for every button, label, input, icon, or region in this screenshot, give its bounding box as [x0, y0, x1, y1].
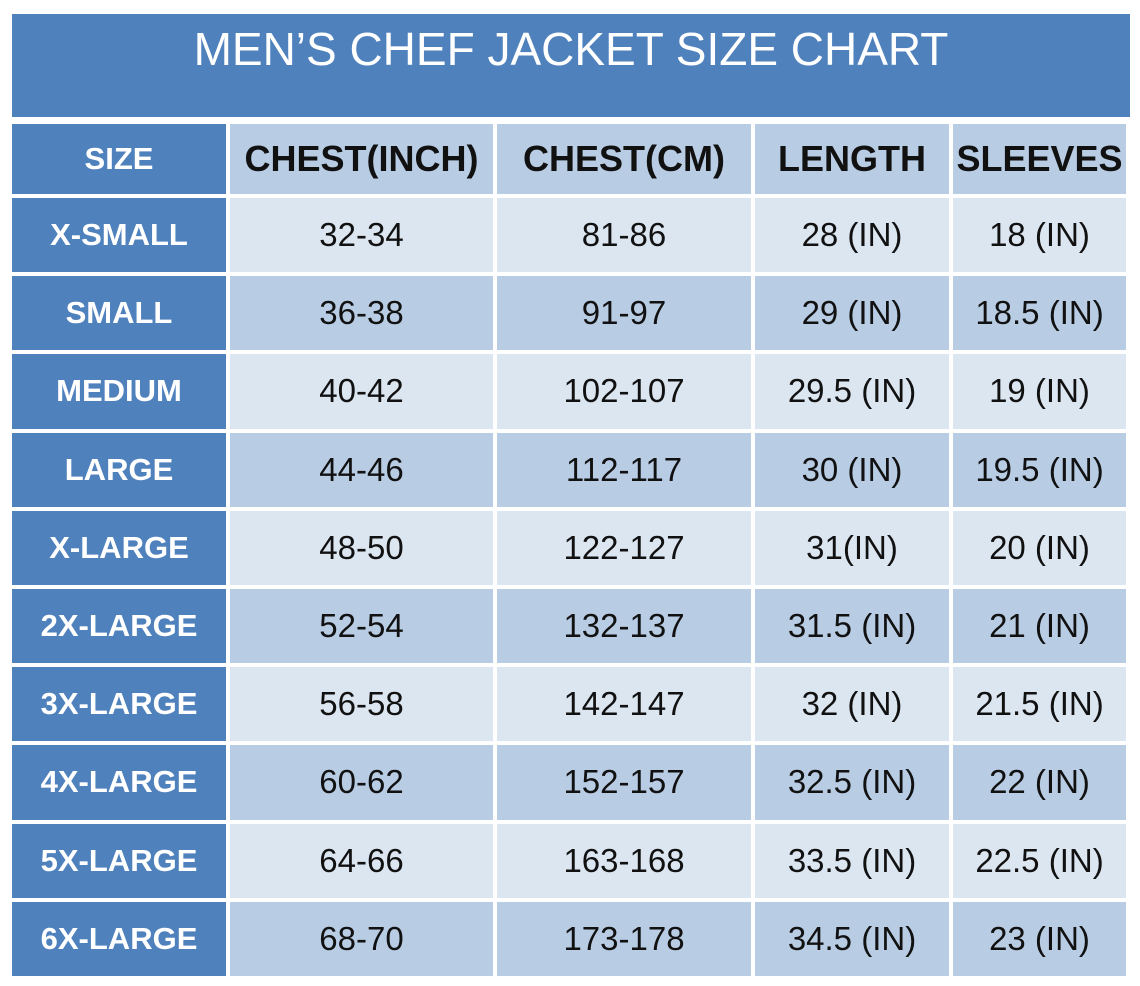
size-label: X-LARGE	[12, 510, 230, 589]
length-value: 29.5 (IN)	[755, 354, 953, 433]
size-label: 3X-LARGE	[12, 667, 230, 746]
length-value: 32 (IN)	[755, 667, 953, 746]
chest-inch-value: 60-62	[230, 745, 497, 824]
size-label: 6X-LARGE	[12, 901, 230, 980]
size-label: SMALL	[12, 276, 230, 355]
chest-cm-value: 173-178	[497, 901, 755, 980]
size-label: X-SMALL	[12, 198, 230, 277]
sleeves-value: 21.5 (IN)	[953, 667, 1130, 746]
sleeves-value: 22.5 (IN)	[953, 823, 1130, 902]
length-value: 34.5 (IN)	[755, 901, 953, 980]
chest-cm-value: 112-117	[497, 432, 755, 511]
sleeves-value: 20 (IN)	[953, 510, 1130, 589]
sleeves-value: 19.5 (IN)	[953, 432, 1130, 511]
size-label: 4X-LARGE	[12, 745, 230, 824]
chest-inch-value: 48-50	[230, 510, 497, 589]
chest-cm-value: 142-147	[497, 667, 755, 746]
chest-cm-value: 102-107	[497, 354, 755, 433]
chest-cm-value: 132-137	[497, 588, 755, 668]
length-value: 29 (IN)	[755, 276, 953, 355]
chart-title-bar: MEN’S CHEF JACKET SIZE CHART	[12, 14, 1130, 117]
size-label: 5X-LARGE	[12, 823, 230, 902]
chest-inch-value: 56-58	[230, 667, 497, 746]
length-value: 31.5 (IN)	[755, 588, 953, 668]
size-label: LARGE	[12, 432, 230, 511]
chest-inch-value: 44-46	[230, 432, 497, 511]
chart-title: MEN’S CHEF JACKET SIZE CHART	[193, 23, 949, 75]
chest-cm-value: 163-168	[497, 823, 755, 902]
length-value: 33.5 (IN)	[755, 823, 953, 902]
sleeves-value: 23 (IN)	[953, 901, 1130, 980]
chest-inch-value: 32-34	[230, 198, 497, 277]
header-sleeves: SLEEVES	[953, 124, 1130, 198]
length-value: 30 (IN)	[755, 432, 953, 511]
chest-inch-value: 36-38	[230, 276, 497, 355]
header-length: LENGTH	[755, 124, 953, 198]
chest-inch-value: 68-70	[230, 901, 497, 980]
sleeves-value: 19 (IN)	[953, 354, 1130, 433]
size-table: SIZE CHEST(INCH) CHEST(CM) LENGTH SLEEVE…	[12, 124, 1130, 980]
sleeves-value: 18 (IN)	[953, 198, 1130, 277]
chest-inch-value: 40-42	[230, 354, 497, 433]
length-value: 28 (IN)	[755, 198, 953, 277]
header-size: SIZE	[12, 124, 230, 198]
chest-cm-value: 91-97	[497, 276, 755, 355]
header-chest-cm: CHEST(CM)	[497, 124, 755, 198]
size-label: 2X-LARGE	[12, 588, 230, 668]
chest-inch-value: 64-66	[230, 823, 497, 902]
chest-cm-value: 152-157	[497, 745, 755, 824]
chest-inch-value: 52-54	[230, 588, 497, 668]
length-value: 32.5 (IN)	[755, 745, 953, 824]
chest-cm-value: 81-86	[497, 198, 755, 277]
chest-cm-value: 122-127	[497, 510, 755, 589]
length-value: 31(IN)	[755, 510, 953, 589]
sleeves-value: 21 (IN)	[953, 588, 1130, 668]
size-label: MEDIUM	[12, 354, 230, 433]
sleeves-value: 18.5 (IN)	[953, 276, 1130, 355]
sleeves-value: 22 (IN)	[953, 745, 1130, 824]
header-chest-inch: CHEST(INCH)	[230, 124, 497, 198]
